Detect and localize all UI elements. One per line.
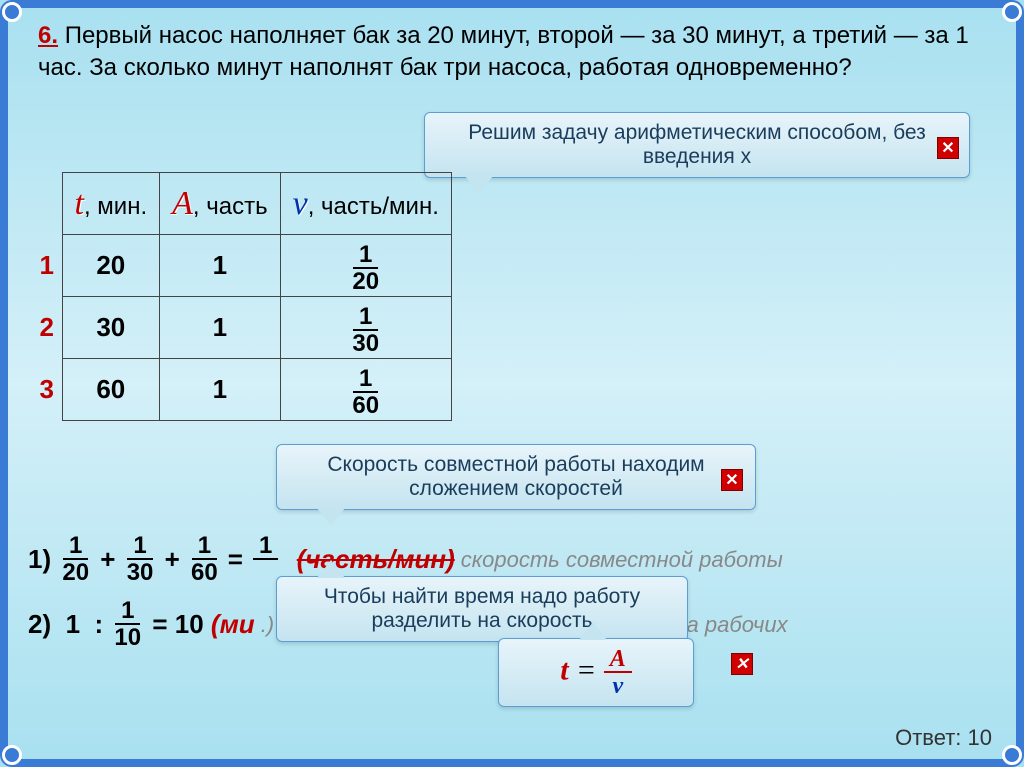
close-icon[interactable]: ✕ <box>731 653 753 675</box>
desc: скорость совместной работы <box>461 547 783 573</box>
table-row: 1 20 1 120 <box>32 235 451 297</box>
equals: = <box>228 544 243 575</box>
cell-t: 20 <box>62 235 160 297</box>
cell-v: 120 <box>280 235 451 297</box>
answer-line: Ответ: 10 <box>895 725 992 751</box>
step-label: 2) <box>28 609 51 640</box>
fraction: 1 <box>253 534 278 585</box>
data-table: t, мин. A, часть v, часть/мин. 1 20 1 12… <box>32 172 452 421</box>
formula-box: t = A v ✕ <box>498 638 694 707</box>
table-row: 3 60 1 160 <box>32 359 451 421</box>
callout-tail <box>579 622 607 640</box>
formula-eq: = <box>576 653 604 686</box>
row-index: 1 <box>32 235 62 297</box>
callout-tail <box>317 508 345 526</box>
cell-t: 60 <box>62 359 160 421</box>
callout-speed-sum: Скорость совместной работы находим сложе… <box>276 444 756 510</box>
one: 1 <box>66 609 80 640</box>
fraction: 120 <box>62 534 89 585</box>
header-a: A, часть <box>160 173 280 235</box>
problem-body: Первый насос наполняет бак за 20 минут, … <box>38 22 969 81</box>
callout-tail <box>465 176 493 194</box>
cell-v: 160 <box>280 359 451 421</box>
cell-a: 1 <box>160 359 280 421</box>
callout-tail <box>317 560 345 578</box>
callout-text: Решим задачу арифметическим способом, бе… <box>468 121 926 168</box>
table-header-row: t, мин. A, часть v, часть/мин. <box>32 173 451 235</box>
answer-value: 10 <box>968 725 992 750</box>
formula-t: t <box>560 653 568 686</box>
frame-corner <box>1002 745 1022 765</box>
callout-arithmetic: Решим задачу арифметическим способом, бе… <box>424 112 970 178</box>
formula-a: A <box>604 647 632 673</box>
cell-a: 1 <box>160 235 280 297</box>
problem-number: 6. <box>38 22 58 49</box>
fraction: 110 <box>114 599 141 650</box>
row-index: 2 <box>32 297 62 359</box>
callout-text: Скорость совместной работы находим сложе… <box>327 453 704 500</box>
plus: + <box>93 544 123 575</box>
fraction: 130 <box>127 534 154 585</box>
problem-statement: 6. Первый насос наполняет бак за 20 мину… <box>8 8 1016 85</box>
cell-a: 1 <box>160 297 280 359</box>
formula-v: v <box>612 673 623 698</box>
frame-corner <box>1002 2 1022 22</box>
header-t: t, мин. <box>62 173 160 235</box>
cell-t: 30 <box>62 297 160 359</box>
frame-corner <box>2 745 22 765</box>
plus: + <box>157 544 187 575</box>
cell-v: 130 <box>280 297 451 359</box>
fraction: 160 <box>191 534 218 585</box>
header-v: v, часть/мин. <box>280 173 451 235</box>
close-icon[interactable]: ✕ <box>937 137 959 159</box>
step-label: 1) <box>28 544 51 575</box>
frame-corner <box>2 2 22 22</box>
row-index: 3 <box>32 359 62 421</box>
callout-time-formula: Чтобы найти время надо работу разделить … <box>276 576 688 642</box>
close-icon[interactable]: ✕ <box>721 469 743 491</box>
unit: (ми <box>211 609 255 640</box>
table-row: 2 30 1 130 <box>32 297 451 359</box>
equals: = 10 <box>152 609 203 640</box>
answer-label: Ответ: <box>895 725 967 750</box>
colon: : <box>95 609 104 640</box>
